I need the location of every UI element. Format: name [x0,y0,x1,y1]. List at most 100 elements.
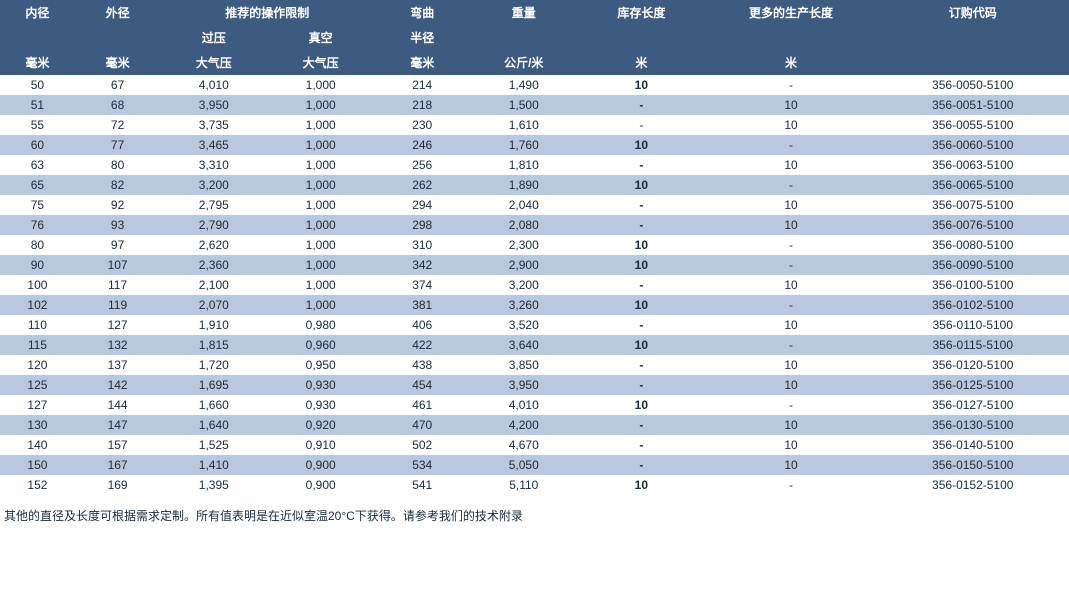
cell-inner: 130 [0,415,75,435]
hdr-code: 订购代码 [877,0,1069,25]
cell-press: 4,010 [160,75,267,95]
hdr-weight-unit: 公斤/米 [470,50,577,75]
hdr-inner-unit: 毫米 [0,50,75,75]
cell-prod: - [705,295,876,315]
cell-stock: - [577,195,705,215]
table-row: 1251421,6950,9304543,950-10356-0125-5100 [0,375,1069,395]
table-row: 901072,3601,0003422,90010-356-0090-5100 [0,255,1069,275]
cell-prod: - [705,135,876,155]
cell-press: 1,660 [160,395,267,415]
cell-inner: 140 [0,435,75,455]
cell-weight: 3,640 [470,335,577,355]
cell-prod: 10 [705,455,876,475]
cell-outer: 169 [75,475,161,495]
cell-bend: 256 [374,155,470,175]
hdr-press-unit: 大气压 [160,50,267,75]
cell-bend: 502 [374,435,470,455]
cell-weight: 3,520 [470,315,577,335]
table-row: 1001172,1001,0003743,200-10356-0100-5100 [0,275,1069,295]
cell-bend: 218 [374,95,470,115]
table-row: 1021192,0701,0003813,26010-356-0102-5100 [0,295,1069,315]
cell-weight: 4,670 [470,435,577,455]
cell-weight: 1,610 [470,115,577,135]
cell-weight: 1,490 [470,75,577,95]
table-row: 76932,7901,0002982,080-10356-0076-5100 [0,215,1069,235]
table-row: 1201371,7200,9504383,850-10356-0120-5100 [0,355,1069,375]
cell-bend: 454 [374,375,470,395]
cell-prod: - [705,335,876,355]
cell-weight: 2,040 [470,195,577,215]
cell-prod: 10 [705,275,876,295]
cell-prod: 10 [705,215,876,235]
cell-vacuum: 0,920 [267,415,374,435]
table-row: 1501671,4100,9005345,050-10356-0150-5100 [0,455,1069,475]
header-row-2: 过压 真空 半径 [0,25,1069,50]
cell-prod: - [705,175,876,195]
cell-stock: - [577,455,705,475]
cell-vacuum: 1,000 [267,115,374,135]
cell-inner: 63 [0,155,75,175]
cell-value: 10 [635,138,648,152]
hdr-stock-unit: 米 [577,50,705,75]
hdr-stock: 库存长度 [577,0,705,25]
table-row: 1151321,8150,9604223,64010-356-0115-5100 [0,335,1069,355]
cell-weight: 2,300 [470,235,577,255]
cell-inner: 120 [0,355,75,375]
cell-vacuum: 1,000 [267,95,374,115]
cell-stock: 10 [577,235,705,255]
cell-vacuum: 1,000 [267,215,374,235]
cell-outer: 97 [75,235,161,255]
cell-prod: - [705,235,876,255]
cell-code: 356-0055-5100 [877,115,1069,135]
cell-stock: - [577,435,705,455]
cell-code: 356-0152-5100 [877,475,1069,495]
cell-outer: 107 [75,255,161,275]
table-row: 63803,3101,0002561,810-10356-0063-5100 [0,155,1069,175]
footnote-text: 其他的直径及长度可根据需求定制。所有值表明是在近似室温20°C下获得。请参考我们… [0,495,1069,528]
cell-bend: 541 [374,475,470,495]
hdr-prod: 更多的生产长度 [705,0,876,25]
cell-press: 3,950 [160,95,267,115]
cell-code: 356-0051-5100 [877,95,1069,115]
cell-press: 3,735 [160,115,267,135]
cell-inner: 51 [0,95,75,115]
cell-inner: 50 [0,75,75,95]
hdr-bend-unit: 毫米 [374,50,470,75]
cell-value: 10 [635,298,648,312]
cell-stock: - [577,315,705,335]
cell-prod: 10 [705,195,876,215]
cell-weight: 3,950 [470,375,577,395]
cell-bend: 214 [374,75,470,95]
table-header: 内径 外径 推荐的操作限制 弯曲 重量 库存长度 更多的生产长度 订购代码 过压… [0,0,1069,75]
cell-bend: 230 [374,115,470,135]
cell-code: 356-0076-5100 [877,215,1069,235]
cell-value: 10 [635,78,648,92]
hdr-outer: 外径 [75,0,161,25]
table-row: 1521691,3950,9005415,11010-356-0152-5100 [0,475,1069,495]
table-row: 80972,6201,0003102,30010-356-0080-5100 [0,235,1069,255]
cell-stock: - [577,95,705,115]
hdr-blank [705,25,876,50]
spec-table: 内径 外径 推荐的操作限制 弯曲 重量 库存长度 更多的生产长度 订购代码 过压… [0,0,1069,495]
cell-vacuum: 0,950 [267,355,374,375]
cell-inner: 75 [0,195,75,215]
cell-outer: 77 [75,135,161,155]
cell-vacuum: 1,000 [267,175,374,195]
cell-value: 10 [635,338,648,352]
cell-outer: 157 [75,435,161,455]
cell-inner: 90 [0,255,75,275]
cell-press: 3,465 [160,135,267,155]
table-row: 50674,0101,0002141,49010-356-0050-5100 [0,75,1069,95]
cell-press: 1,410 [160,455,267,475]
cell-bend: 246 [374,135,470,155]
cell-stock: - [577,375,705,395]
cell-value: 10 [635,238,648,252]
cell-code: 356-0063-5100 [877,155,1069,175]
cell-value: 10 [635,398,648,412]
table-row: 75922,7951,0002942,040-10356-0075-5100 [0,195,1069,215]
cell-press: 2,100 [160,275,267,295]
cell-vacuum: 1,000 [267,235,374,255]
cell-weight: 3,850 [470,355,577,375]
cell-code: 356-0127-5100 [877,395,1069,415]
cell-value: - [639,378,643,392]
